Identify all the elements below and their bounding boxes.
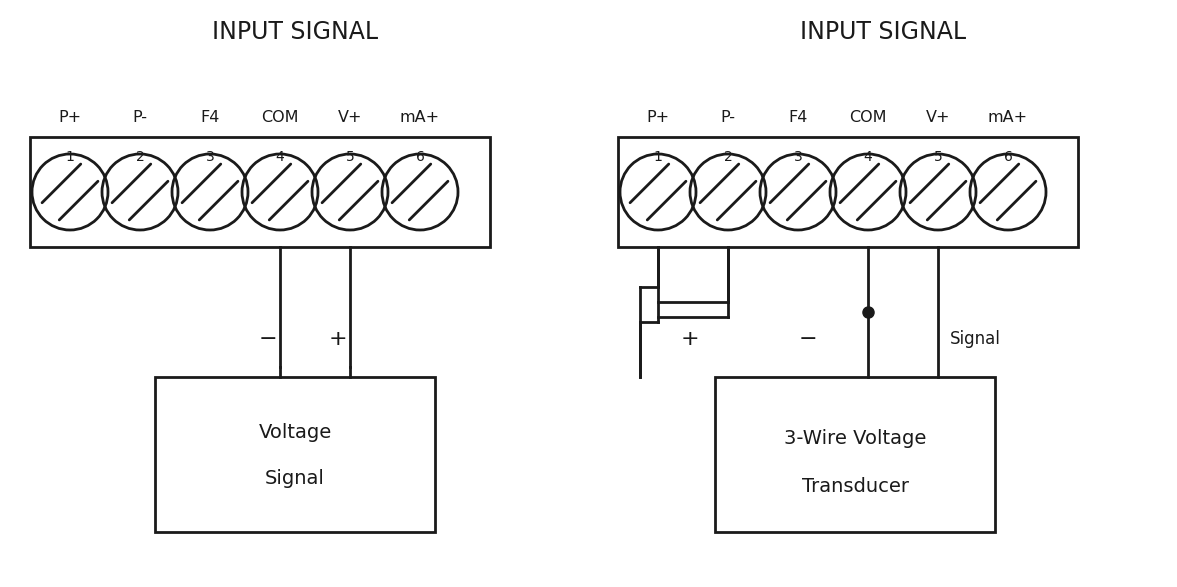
Text: P-: P- xyxy=(720,110,736,124)
Text: V+: V+ xyxy=(338,110,363,124)
Text: 2: 2 xyxy=(135,150,145,164)
Text: F4: F4 xyxy=(789,110,807,124)
Bar xyxy=(618,137,1078,247)
Text: mA+: mA+ xyxy=(400,110,440,124)
Text: Signal: Signal xyxy=(265,470,325,488)
Text: 6: 6 xyxy=(1004,150,1012,164)
Text: 1: 1 xyxy=(653,150,663,164)
Text: 4: 4 xyxy=(864,150,872,164)
Text: P+: P+ xyxy=(59,110,81,124)
Text: P+: P+ xyxy=(646,110,670,124)
Text: 5: 5 xyxy=(346,150,354,164)
Text: INPUT SIGNAL: INPUT SIGNAL xyxy=(800,20,966,44)
Text: 3-Wire Voltage: 3-Wire Voltage xyxy=(784,430,926,448)
Bar xyxy=(155,377,435,532)
Text: 2: 2 xyxy=(724,150,732,164)
Bar xyxy=(29,137,490,247)
Text: +: + xyxy=(328,329,347,349)
Text: 3: 3 xyxy=(793,150,803,164)
Text: −: − xyxy=(799,329,817,349)
Text: Transducer: Transducer xyxy=(802,477,909,497)
Text: V+: V+ xyxy=(926,110,950,124)
Text: 5: 5 xyxy=(933,150,943,164)
Text: Signal: Signal xyxy=(950,330,1000,348)
Text: F4: F4 xyxy=(200,110,220,124)
Text: INPUT SIGNAL: INPUT SIGNAL xyxy=(212,20,378,44)
Text: COM: COM xyxy=(850,110,886,124)
Text: mA+: mA+ xyxy=(988,110,1028,124)
Text: −: − xyxy=(259,329,278,349)
Text: Voltage: Voltage xyxy=(259,423,332,441)
Text: 4: 4 xyxy=(275,150,285,164)
Text: 1: 1 xyxy=(66,150,74,164)
Text: 6: 6 xyxy=(415,150,425,164)
Text: COM: COM xyxy=(261,110,299,124)
Text: +: + xyxy=(680,329,699,349)
Bar xyxy=(714,377,995,532)
Text: 3: 3 xyxy=(206,150,214,164)
Text: P-: P- xyxy=(133,110,147,124)
